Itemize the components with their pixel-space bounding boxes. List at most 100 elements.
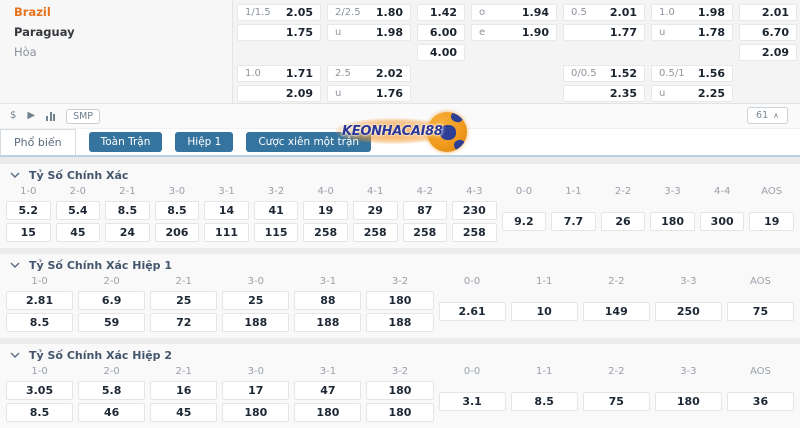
dollar-icon[interactable]: $ [10, 110, 17, 121]
odds-cell[interactable]: 1.0 1.98 [651, 4, 733, 21]
score-odds-cell[interactable]: 59 [78, 313, 146, 332]
score-odds-cell[interactable]: 250 [654, 302, 722, 321]
odds-cell[interactable]: 2.09 [739, 44, 797, 61]
odds-cell[interactable]: 6.70 [739, 24, 797, 41]
tab-pho-bien[interactable]: Phổ biến [0, 129, 76, 155]
score-odds-cell[interactable]: 258 [452, 223, 497, 242]
odds-line-label: u [335, 27, 342, 38]
score-odds-cell[interactable]: 26 [600, 212, 646, 231]
score-odds-cell[interactable]: 16 [150, 381, 218, 400]
score-odds-cell[interactable]: 45 [150, 403, 218, 422]
score-odds-cell[interactable]: 180 [222, 403, 290, 422]
score-odds-cell[interactable]: 47 [294, 381, 362, 400]
score-odds-cell[interactable]: 19 [303, 201, 348, 220]
score-odds-cell[interactable]: 2.61 [438, 302, 506, 321]
stats-chart-icon[interactable] [46, 111, 56, 121]
play-icon[interactable]: ▶ [27, 110, 36, 121]
score-odds-cell[interactable]: 17 [222, 381, 290, 400]
odds-cell[interactable]: 1.42 [417, 4, 465, 21]
odds-cell[interactable]: e 1.90 [471, 24, 557, 41]
odds-cell[interactable]: 1/1.5 2.05 [237, 4, 321, 21]
score-odds-cell[interactable]: 5.8 [78, 381, 146, 400]
section-header[interactable]: Tỷ Số Chính Xác Hiệp 1 [0, 256, 800, 274]
score-odds-cell[interactable]: 180 [366, 403, 434, 422]
score-odds-cell[interactable]: 25 [150, 291, 218, 310]
score-odds-cell[interactable]: 8.5 [510, 392, 578, 411]
score-odds-cell[interactable]: 180 [654, 392, 722, 411]
odds-cell[interactable]: u 1.98 [327, 24, 411, 41]
score-odds-cell[interactable]: 75 [582, 392, 650, 411]
collapse-markets-button[interactable]: 61 ∧ [747, 107, 788, 124]
score-odds-cell[interactable]: 14 [204, 201, 249, 220]
score-odds-cell[interactable]: 2.81 [6, 291, 74, 310]
score-odds-cell[interactable]: 7.7 [551, 212, 596, 231]
score-odds-cell[interactable]: 188 [366, 313, 434, 332]
score-odds-cell[interactable]: 41 [253, 201, 299, 220]
score-odds-cell[interactable]: 8.5 [6, 403, 74, 422]
score-odds-cell[interactable]: 24 [105, 223, 150, 242]
tab-cuoc-xien[interactable]: Cược xiên một trận [246, 132, 372, 152]
score-odds-cell[interactable]: 9.2 [501, 212, 547, 231]
odds-cell[interactable]: 0.5 2.01 [563, 4, 645, 21]
score-odds-cell[interactable]: 19 [749, 212, 794, 231]
odds-cell[interactable]: u 2.25 [651, 85, 733, 102]
score-odds-cell[interactable]: 188 [222, 313, 290, 332]
score-odds-cell[interactable]: 5.2 [6, 201, 51, 220]
score-odds-cell[interactable]: 115 [253, 223, 299, 242]
score-odds-cell[interactable]: 10 [510, 302, 578, 321]
score-odds-cell[interactable]: 188 [294, 313, 362, 332]
score-odds-cell[interactable]: 45 [55, 223, 101, 242]
score-odds-cell[interactable]: 206 [154, 223, 200, 242]
odds-cell[interactable]: 2/2.5 1.80 [327, 4, 411, 21]
section-header[interactable]: Tỷ Số Chính Xác [0, 166, 800, 184]
score-odds-cell[interactable]: 8.5 [154, 201, 200, 220]
odds-cell[interactable]: u 1.78 [651, 24, 733, 41]
odds-cell[interactable]: 2.01 [739, 4, 797, 21]
score-odds-cell[interactable]: 258 [352, 223, 398, 242]
odds-cell[interactable]: 1.0 1.71 [237, 65, 321, 82]
score-column-header: 1-1 [536, 366, 553, 377]
score-odds-cell[interactable]: 87 [402, 201, 448, 220]
odds-cell[interactable]: 2.5 2.02 [327, 65, 411, 82]
odds-cell[interactable]: 2.35 [563, 85, 645, 102]
score-odds-cell[interactable]: 72 [150, 313, 218, 332]
odds-cell[interactable]: 1.77 [563, 24, 645, 41]
score-odds-cell[interactable]: 258 [402, 223, 448, 242]
odds-value: 1.76 [375, 87, 403, 100]
score-odds-cell[interactable]: 230 [452, 201, 497, 220]
score-odds-cell[interactable]: 180 [366, 291, 434, 310]
score-odds-cell[interactable]: 25 [222, 291, 290, 310]
score-odds-cell[interactable]: 5.4 [55, 201, 101, 220]
odds-cell[interactable]: o 1.94 [471, 4, 557, 21]
score-odds-cell[interactable]: 300 [699, 212, 745, 231]
score-odds-cell[interactable]: 111 [204, 223, 249, 242]
score-odds-cell[interactable]: 88 [294, 291, 362, 310]
odds-cell[interactable]: 0/0.5 1.52 [563, 65, 645, 82]
score-odds-cell[interactable]: 180 [366, 381, 434, 400]
odds-cell[interactable]: 0.5/1 1.56 [651, 65, 733, 82]
score-odds-cell[interactable]: 258 [303, 223, 348, 242]
score-odds-cell[interactable]: 36 [726, 392, 794, 411]
smp-button[interactable]: SMP [66, 108, 101, 124]
score-odds-cell[interactable]: 29 [352, 201, 398, 220]
score-odds-cell[interactable]: 3.05 [6, 381, 74, 400]
score-odds-cell[interactable]: 46 [78, 403, 146, 422]
odds-cell[interactable]: 1.75 [237, 24, 321, 41]
score-odds-cell[interactable]: 6.9 [78, 291, 146, 310]
score-odds-cell[interactable]: 180 [650, 212, 695, 231]
tab-hiep-1[interactable]: Hiệp 1 [175, 132, 234, 152]
odds-cell[interactable]: 4.00 [417, 44, 465, 61]
score-odds-cell[interactable]: 149 [582, 302, 650, 321]
odds-cell[interactable]: 6.00 [417, 24, 465, 41]
section-header[interactable]: Tỷ Số Chính Xác Hiệp 2 [0, 346, 800, 364]
score-odds-cell[interactable]: 75 [726, 302, 794, 321]
odds-cell[interactable]: u 1.76 [327, 85, 411, 102]
score-odds-cell[interactable]: 3.1 [438, 392, 506, 411]
score-odds-cell[interactable]: 8.5 [6, 313, 74, 332]
odds-cell[interactable]: 2.09 [237, 85, 321, 102]
score-odds-cell[interactable]: 15 [6, 223, 51, 242]
score-column-header: 0-0 [463, 366, 481, 377]
score-odds-cell[interactable]: 8.5 [105, 201, 150, 220]
tab-toan-tran[interactable]: Toàn Trận [88, 132, 163, 152]
score-odds-cell[interactable]: 180 [294, 403, 362, 422]
